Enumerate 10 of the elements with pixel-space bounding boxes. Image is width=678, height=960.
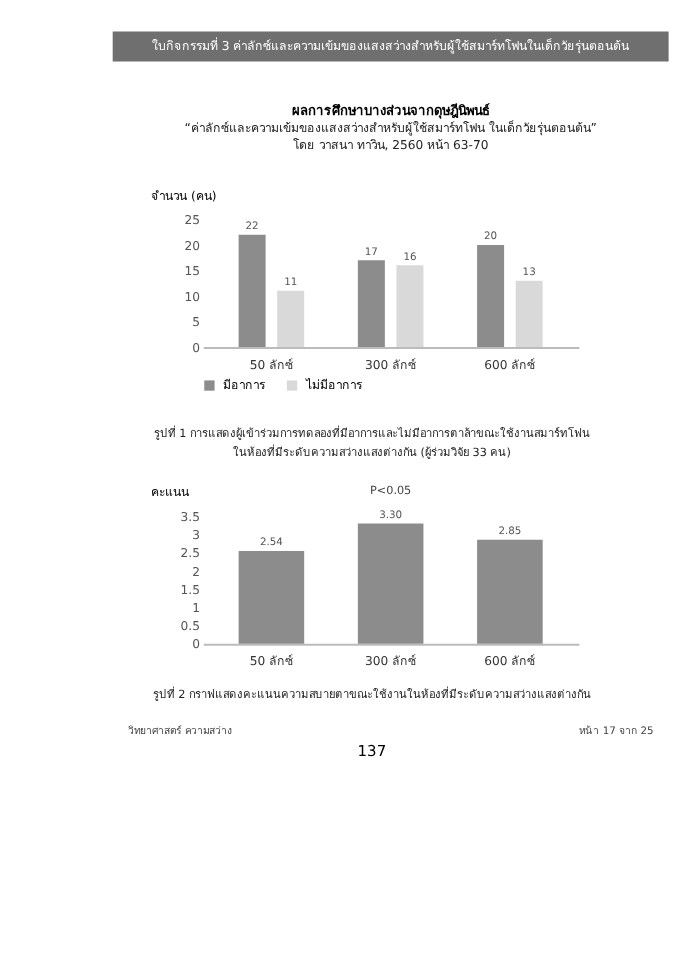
bar — [238, 551, 305, 644]
bar — [477, 244, 505, 348]
bar — [357, 260, 385, 348]
bar — [238, 234, 266, 348]
bar — [477, 539, 543, 644]
bar — [277, 290, 305, 348]
text: 137 — [357, 742, 387, 761]
bar — [396, 265, 424, 348]
bar — [357, 523, 424, 644]
bar — [515, 280, 543, 348]
